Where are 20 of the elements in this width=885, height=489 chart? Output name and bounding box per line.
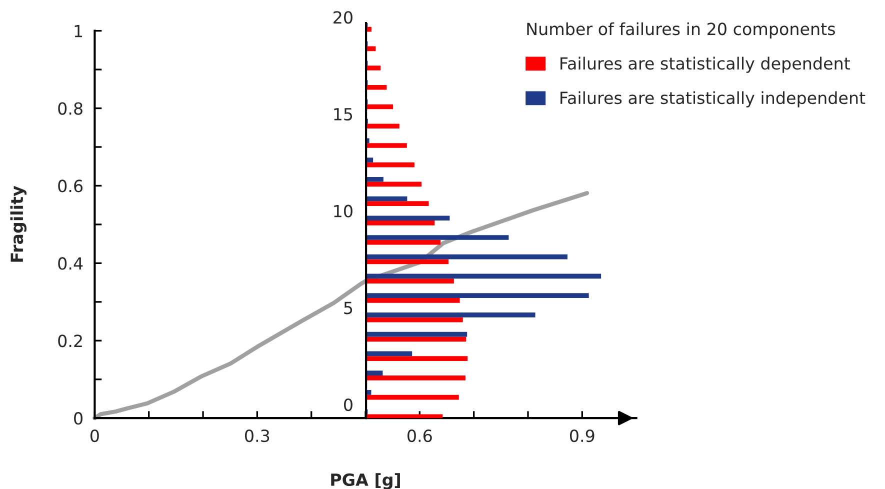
y-tick-label: 15 — [334, 108, 352, 121]
y-tick-label: 10 — [334, 204, 352, 218]
legend-title: Number of failures in 20 components — [527, 22, 835, 38]
y-tick-label: 5 — [344, 302, 352, 314]
y-tick-label: 0.4 — [58, 257, 83, 270]
y-tick-label: 20 — [334, 11, 352, 24]
x-axis-title: PGA [g] — [331, 473, 400, 489]
x-tick-label: 0.6 — [408, 430, 432, 442]
x-tick-label: 0.3 — [245, 430, 270, 442]
legend-label: Failures are statistically dependent — [560, 56, 850, 73]
y-tick-label: 1 — [74, 24, 82, 38]
y-tick-label: 0.8 — [58, 102, 82, 115]
y-tick-label: 0 — [74, 412, 82, 425]
x-tick-label: 0 — [90, 430, 99, 442]
y-tick-label: 0 — [344, 398, 352, 412]
x-tick-label: 0.9 — [570, 430, 594, 442]
y-axis-title: Fragility — [10, 186, 27, 262]
legend-label: Failures are statistically independent — [560, 91, 866, 108]
y-tick-label: 0.2 — [58, 334, 82, 348]
y-tick-label: 0.6 — [58, 180, 83, 192]
